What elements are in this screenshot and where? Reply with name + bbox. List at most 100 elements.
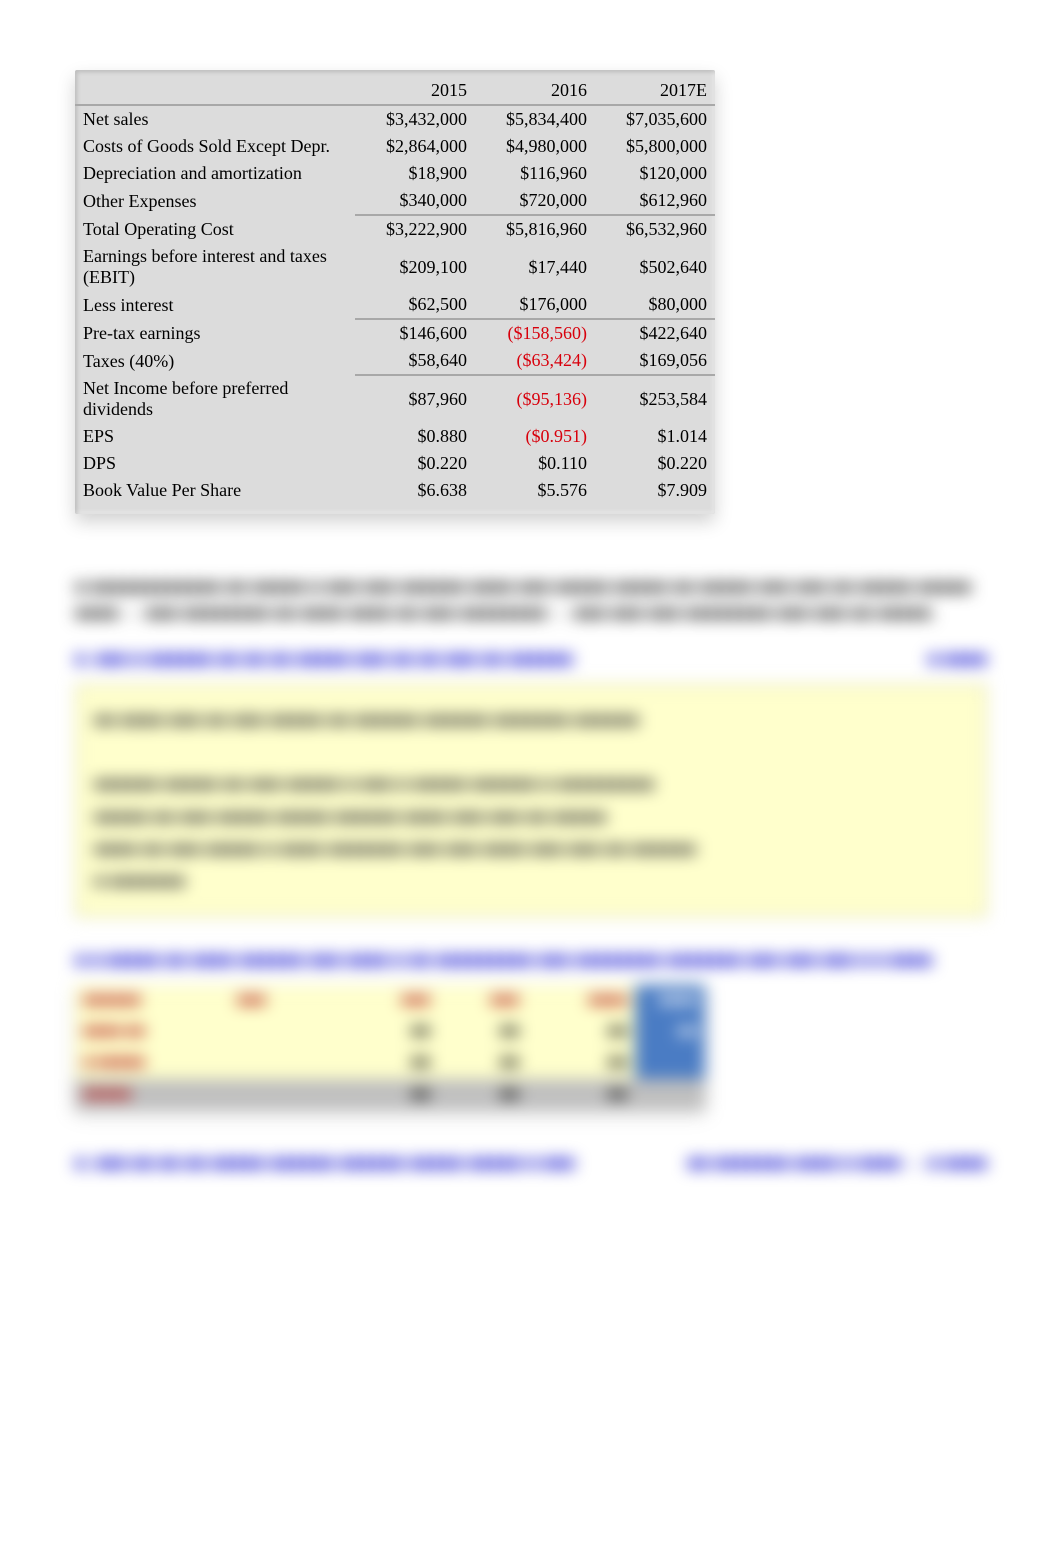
cell: $120,000 <box>595 160 715 187</box>
cell: $612,960 <box>595 187 715 215</box>
box-line: ■ ■■■■■■■ <box>94 868 968 894</box>
cell: $422,640 <box>595 319 715 347</box>
mini-cell: ■■ <box>438 1047 527 1078</box>
mini-cell: ■■ <box>527 1016 635 1047</box>
table-spacer <box>75 504 715 514</box>
q1-right: ■ ■■■■ <box>928 646 987 672</box>
cell: $62,500 <box>355 291 475 319</box>
cell: $87,960 <box>355 375 475 423</box>
mini-cell <box>229 1016 318 1047</box>
cell: $4,980,000 <box>475 133 595 160</box>
box-line: ■■■■■■ ■■■■■ ■■ ■■■ ■■■■■ ■ ■■■ ■ ■■■■■ … <box>94 771 968 797</box>
mini-cell: ■■ <box>527 1079 635 1110</box>
row-label: Less interest <box>75 291 355 319</box>
cell: $0.220 <box>355 450 475 477</box>
row-label: Pre-tax earnings <box>75 319 355 347</box>
cell: $17,440 <box>475 243 595 291</box>
row-label: Book Value Per Share <box>75 477 355 504</box>
row-label: Other Expenses <box>75 187 355 215</box>
cell: $253,584 <box>595 375 715 423</box>
mini-cell: ■■ <box>635 1016 705 1047</box>
cell: $80,000 <box>595 291 715 319</box>
cell: $146,600 <box>355 319 475 347</box>
mini-h: ■■■■ <box>527 985 635 1016</box>
table-row: Earnings before interest and taxes (EBIT… <box>75 243 715 291</box>
row-label: Depreciation and amortization <box>75 160 355 187</box>
blurred-question-3: ■. ■■■ ■■ ■■ ■■ ■■■■■ ■■■■■■ ■■■■■■ ■■■■… <box>75 1150 987 1176</box>
mini-h: ■■■ <box>229 985 318 1016</box>
table-row: Depreciation and amortization $18,900 $1… <box>75 160 715 187</box>
table-row: Total Operating Cost $3,222,900 $5,816,9… <box>75 215 715 243</box>
box-title: ■■ ■■■■ ■■■ ■■ ■■■ ■■■■■ ■■ ■■■■■■ ■■■■■… <box>94 707 968 733</box>
mini-cell: ■■ <box>349 1016 438 1047</box>
income-statement-table: 2015 2016 2017E Net sales $3,432,000 $5,… <box>75 70 715 514</box>
cell: $5,834,400 <box>475 105 595 133</box>
mini-cell <box>635 1079 705 1110</box>
table-row: Net sales $3,432,000 $5,834,400 $7,035,6… <box>75 105 715 133</box>
cell: ($95,136) <box>475 375 595 423</box>
mini-row: ■■■■■ ■■ ■■ ■■ <box>75 1079 705 1110</box>
header-2015: 2015 <box>355 70 475 105</box>
table-row: EPS $0.880 ($0.951) $1.014 <box>75 423 715 450</box>
row-label: Net Income before preferred dividends <box>75 375 355 423</box>
cell: ($63,424) <box>475 347 595 375</box>
mini-cell: ■■ <box>438 1016 527 1047</box>
cell: $5.576 <box>475 477 595 504</box>
cell: $7.909 <box>595 477 715 504</box>
row-label: Earnings before interest and taxes (EBIT… <box>75 243 355 291</box>
cell: $209,100 <box>355 243 475 291</box>
table-row: DPS $0.220 $0.110 $0.220 <box>75 450 715 477</box>
cell: $0.880 <box>355 423 475 450</box>
cell: $0.220 <box>595 450 715 477</box>
mini-h: ■■■■■■ <box>75 985 229 1016</box>
cell: $176,000 <box>475 291 595 319</box>
mini-h: ■■■ <box>438 985 527 1016</box>
row-label: Taxes (40%) <box>75 347 355 375</box>
table-row: Costs of Goods Sold Except Depr. $2,864,… <box>75 133 715 160</box>
row-label: Net sales <box>75 105 355 133</box>
mini-cell: ■■ <box>349 1079 438 1110</box>
mini-row: ■■■■ ■■ ■■ ■■ ■■ ■■ <box>75 1016 705 1047</box>
table-row: Net Income before preferred dividends $8… <box>75 375 715 423</box>
mini-table: ■■■■■■ ■■■ ■■■ ■■■ ■■■■ ■■■■ ■■■■ ■■ ■■ … <box>75 985 705 1110</box>
mini-cell: ■■■■■ <box>75 1079 229 1110</box>
cell: $502,640 <box>595 243 715 291</box>
cell: ($158,560) <box>475 319 595 347</box>
cell: $3,222,900 <box>355 215 475 243</box>
row-label: Total Operating Cost <box>75 215 355 243</box>
blurred-question-2: ■ ■ ■■■■■ ■■ ■■■■ ■■■■■■ ■■■ ■■■■ ■ ■■ ■… <box>75 947 987 973</box>
table-row: Book Value Per Share $6.638 $5.576 $7.90… <box>75 477 715 504</box>
cell: ($0.951) <box>475 423 595 450</box>
mini-h: ■■■■ <box>635 985 705 1016</box>
q3-left: ■. ■■■ ■■ ■■ ■■ ■■■■■ ■■■■■■ ■■■■■■ ■■■■… <box>75 1153 575 1173</box>
mini-h <box>318 985 350 1016</box>
box-line: ■■■■ ■■ ■■■ ■■■■■ ■ ■■■■ ■■■■■■■ ■■■ ■■■… <box>94 836 968 862</box>
cell: $5,816,960 <box>475 215 595 243</box>
cell: $6.638 <box>355 477 475 504</box>
mini-cell: ■■ <box>438 1079 527 1110</box>
table-row: Other Expenses $340,000 $720,000 $612,96… <box>75 187 715 215</box>
blurred-paragraph: ■ ■■■■■■■■■■■■ ■■ ■■■■■ ■ ■■■ ■■■ ■■■■■■… <box>75 574 987 626</box>
mini-row: ■ ■■■■■ ■■ ■■ ■■ <box>75 1047 705 1078</box>
cell: $340,000 <box>355 187 475 215</box>
cell: $116,960 <box>475 160 595 187</box>
header-2017e: 2017E <box>595 70 715 105</box>
q3-right: ■■ ■■■■■■■ ■■■■ ■ ■■■■ — ■ ■■■■ <box>687 1150 987 1176</box>
row-label: EPS <box>75 423 355 450</box>
cell: $18,900 <box>355 160 475 187</box>
mini-cell: ■■■■ ■■ <box>75 1016 229 1047</box>
cell: $2,864,000 <box>355 133 475 160</box>
cell: $5,800,000 <box>595 133 715 160</box>
mini-cell: ■ ■■■■■ <box>75 1047 229 1078</box>
blurred-question-1: ■. ■■■ ■ ■■■■■■ ■■ ■■ ■■ ■■■■■ ■■■ ■■ ■■… <box>75 646 987 672</box>
cell: $169,056 <box>595 347 715 375</box>
table-header-row: 2015 2016 2017E <box>75 70 715 105</box>
mini-cell: ■■ <box>349 1047 438 1078</box>
row-label: Costs of Goods Sold Except Depr. <box>75 133 355 160</box>
table-row: Taxes (40%) $58,640 ($63,424) $169,056 <box>75 347 715 375</box>
cell: $58,640 <box>355 347 475 375</box>
header-2016: 2016 <box>475 70 595 105</box>
mini-header-row: ■■■■■■ ■■■ ■■■ ■■■ ■■■■ ■■■■ <box>75 985 705 1016</box>
mini-h: ■■■ <box>349 985 438 1016</box>
row-label: DPS <box>75 450 355 477</box>
